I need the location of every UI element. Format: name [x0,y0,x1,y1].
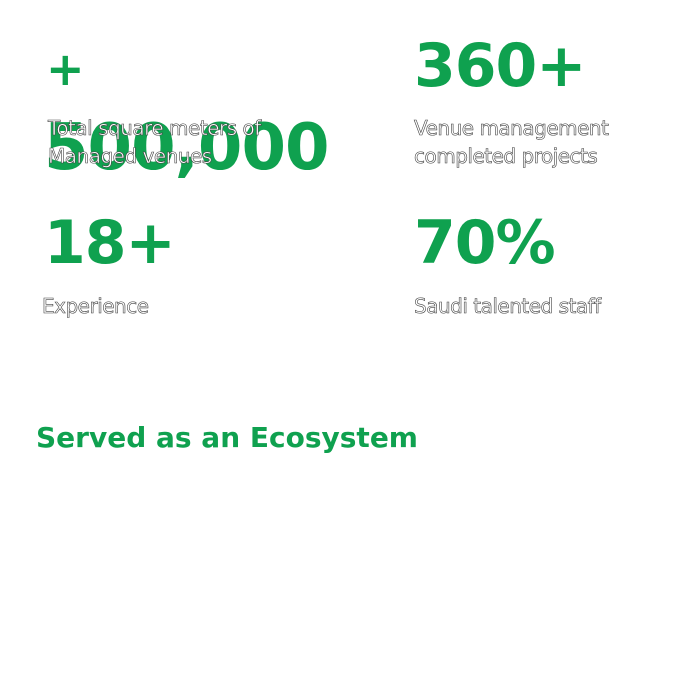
stat-label-experience: Experience [42,294,150,319]
stat-label-staff: Saudi talented staff [414,294,602,319]
stat-label-projects-line1: Venue management [414,116,610,141]
stat-value-staff: 70% [414,208,556,278]
stat-value-experience: 18+ [44,208,176,278]
stat-label-area-line1: Total square meters of [48,116,262,141]
stat-label-projects-line2: completed projects [414,144,598,169]
stat-label-area-line2: Managed venues [48,144,213,169]
section-title: Served as an Ecosystem [36,421,418,454]
stat-value-area-plus: + [46,42,85,96]
stat-value-projects: 360+ [414,31,587,101]
stat-value-area: 500,000 [44,111,329,185]
